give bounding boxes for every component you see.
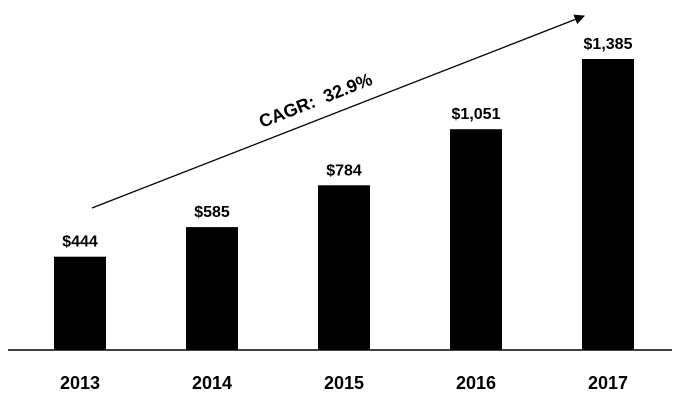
x-tick-label-2017: 2017 <box>588 373 628 393</box>
x-tick-labels-group: 2013 2014 2015 2016 2017 <box>60 373 628 393</box>
data-label-2013: $444 <box>62 234 98 251</box>
cagr-arrow <box>91 14 585 209</box>
bar-2017 <box>582 59 634 350</box>
data-label-2014: $585 <box>194 204 230 221</box>
cagr-annotation-label: CAGR: 32.9% <box>256 69 375 132</box>
x-tick-label-2015: 2015 <box>324 373 364 393</box>
bar-2016 <box>450 129 502 350</box>
x-tick-label-2016: 2016 <box>456 373 496 393</box>
data-labels-group: $444 $585 $784 $1,051 $1,385 <box>62 36 632 251</box>
data-label-2015: $784 <box>326 162 362 179</box>
bars-group <box>54 59 634 350</box>
x-tick-label-2014: 2014 <box>192 373 232 393</box>
bar-2014 <box>186 227 238 350</box>
data-label-2017: $1,385 <box>584 36 633 53</box>
data-label-2016: $1,051 <box>452 106 501 123</box>
bar-2015 <box>318 185 370 350</box>
bar-2013 <box>54 256 106 350</box>
x-tick-label-2013: 2013 <box>60 373 100 393</box>
